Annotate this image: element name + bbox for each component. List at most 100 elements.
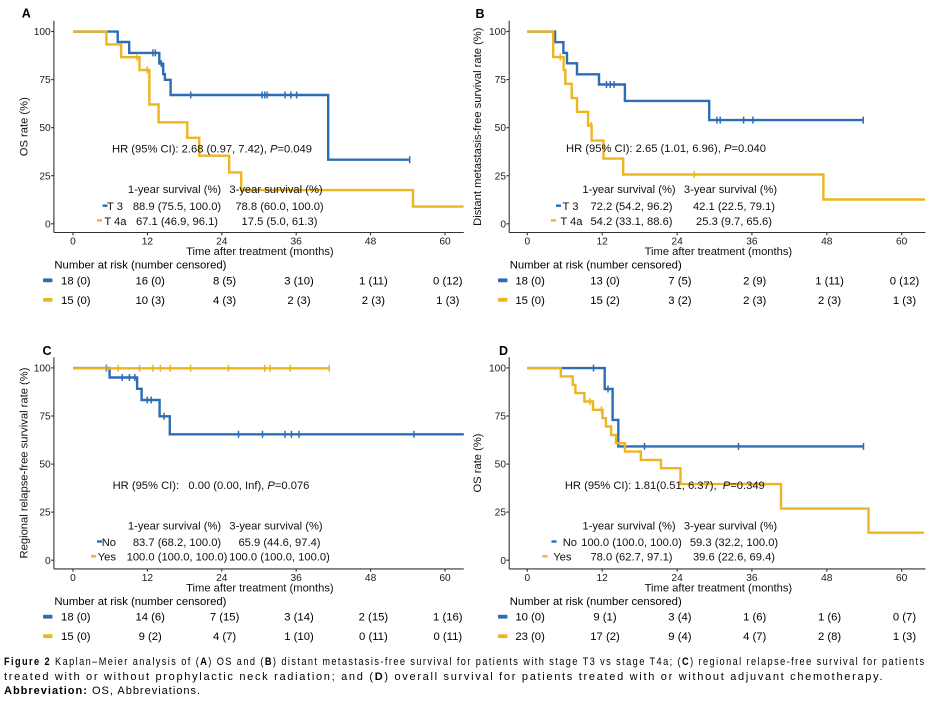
svg-text:1-year survival (%): 1-year survival (%) xyxy=(582,184,676,196)
svg-text:75: 75 xyxy=(495,412,507,423)
svg-text:100.0 (100.0, 100.0): 100.0 (100.0, 100.0) xyxy=(127,552,228,564)
svg-text:Regional relapse-free survival: Regional relapse-free survival rate (%) xyxy=(19,367,31,558)
svg-text:HR (95% CI): 1.81(0.51, 6.37),: HR (95% CI): 1.81(0.51, 6.37), P=0.349 xyxy=(565,480,765,492)
svg-text:17 (2): 17 (2) xyxy=(590,631,620,643)
svg-text:T 3: T 3 xyxy=(563,201,579,213)
svg-text:88.9 (75.5, 100.0): 88.9 (75.5, 100.0) xyxy=(133,201,222,213)
svg-text:1 (3): 1 (3) xyxy=(893,631,916,643)
svg-text:3-year survival (%): 3-year survival (%) xyxy=(684,520,778,532)
svg-text:14 (6): 14 (6) xyxy=(135,612,165,624)
svg-text:3-year survival (%): 3-year survival (%) xyxy=(684,184,778,196)
svg-text:Number at risk (number censore: Number at risk (number censored) xyxy=(54,260,226,272)
svg-text:15 (2): 15 (2) xyxy=(590,295,620,307)
svg-text:T 3: T 3 xyxy=(107,201,123,213)
svg-text:3-year survival (%): 3-year survival (%) xyxy=(229,520,323,532)
svg-text:54.2 (33.1, 88.6): 54.2 (33.1, 88.6) xyxy=(590,216,672,228)
svg-text:Number at risk (number censore: Number at risk (number censored) xyxy=(54,596,226,608)
svg-text:36: 36 xyxy=(746,237,758,248)
svg-text:0: 0 xyxy=(524,573,530,584)
svg-text:0 (12): 0 (12) xyxy=(433,275,463,287)
svg-text:50: 50 xyxy=(39,123,51,134)
svg-text:36: 36 xyxy=(291,237,303,248)
svg-text:0: 0 xyxy=(500,219,506,230)
svg-text:48: 48 xyxy=(365,573,377,584)
svg-text:18 (0): 18 (0) xyxy=(515,275,545,287)
svg-text:4 (7): 4 (7) xyxy=(213,631,236,643)
svg-text:48: 48 xyxy=(821,573,833,584)
svg-text:HR (95% CI): 2.68 (0.97, 7.42): HR (95% CI): 2.68 (0.97, 7.42), P=0.049 xyxy=(112,143,312,155)
svg-text:100: 100 xyxy=(34,27,51,38)
svg-text:OS rate (%): OS rate (%) xyxy=(472,433,484,492)
svg-text:10 (0): 10 (0) xyxy=(515,612,545,624)
svg-text:24: 24 xyxy=(671,237,683,248)
svg-text:Yes: Yes xyxy=(98,552,117,564)
svg-text:9 (2): 9 (2) xyxy=(139,631,162,643)
svg-text:2 (9): 2 (9) xyxy=(743,275,766,287)
svg-text:9 (4): 9 (4) xyxy=(668,631,691,643)
svg-text:17.5 (5.0, 61.3): 17.5 (5.0, 61.3) xyxy=(242,216,318,228)
svg-text:Number at risk (number censore: Number at risk (number censored) xyxy=(510,260,682,272)
svg-text:48: 48 xyxy=(821,237,833,248)
svg-text:100: 100 xyxy=(489,364,506,375)
svg-text:100.0 (100.0, 100.0): 100.0 (100.0, 100.0) xyxy=(581,537,682,549)
svg-text:HR (95% CI): 2.65 (1.01, 6.96): HR (95% CI): 2.65 (1.01, 6.96), P=0.040 xyxy=(566,143,766,155)
svg-text:65.9 (44.6, 97.4): 65.9 (44.6, 97.4) xyxy=(238,537,320,549)
svg-text:Yes: Yes xyxy=(553,552,572,564)
svg-text:24: 24 xyxy=(671,573,683,584)
svg-text:Time after treatment (months): Time after treatment (months) xyxy=(645,583,793,595)
svg-text:0: 0 xyxy=(524,237,530,248)
svg-text:2 (15): 2 (15) xyxy=(359,612,389,624)
svg-text:1 (11): 1 (11) xyxy=(815,275,844,287)
svg-text:1 (16): 1 (16) xyxy=(433,612,463,624)
svg-text:60: 60 xyxy=(439,573,451,584)
svg-text:10 (3): 10 (3) xyxy=(135,295,165,307)
svg-text:100: 100 xyxy=(34,364,51,375)
svg-text:3 (14): 3 (14) xyxy=(284,612,314,624)
svg-text:59.3 (32.2, 100.0): 59.3 (32.2, 100.0) xyxy=(690,537,779,549)
svg-text:12: 12 xyxy=(597,237,609,248)
svg-text:OS rate (%): OS rate (%) xyxy=(19,97,31,156)
svg-text:HR (95% CI): 0.00 (0.00, Inf: HR (95% CI): 0.00 (0.00, Inf), P=0.076 xyxy=(113,480,310,492)
svg-text:50: 50 xyxy=(39,460,51,471)
svg-text:25: 25 xyxy=(495,171,507,182)
svg-text:24: 24 xyxy=(216,237,228,248)
svg-text:0: 0 xyxy=(500,556,506,567)
svg-text:7 (5): 7 (5) xyxy=(668,275,691,287)
svg-text:2 (3): 2 (3) xyxy=(743,295,766,307)
svg-text:100: 100 xyxy=(489,27,506,38)
svg-text:0: 0 xyxy=(70,237,76,248)
svg-text:Distant metastasis-free surviv: Distant metastasis-free survival rate (%… xyxy=(472,27,484,226)
svg-text:9 (1): 9 (1) xyxy=(593,612,616,624)
svg-text:C: C xyxy=(42,344,51,358)
svg-text:A: A xyxy=(22,6,31,20)
svg-text:0: 0 xyxy=(45,556,51,567)
svg-text:24: 24 xyxy=(216,573,228,584)
svg-text:60: 60 xyxy=(439,237,451,248)
svg-text:25: 25 xyxy=(495,508,507,519)
svg-text:18 (0): 18 (0) xyxy=(61,275,91,287)
svg-text:1 (6): 1 (6) xyxy=(743,612,766,624)
svg-text:48: 48 xyxy=(365,237,377,248)
svg-text:13 (0): 13 (0) xyxy=(590,275,620,287)
svg-text:16 (0): 16 (0) xyxy=(135,275,165,287)
svg-text:25: 25 xyxy=(39,508,51,519)
svg-text:T 4a: T 4a xyxy=(560,216,583,228)
svg-text:12: 12 xyxy=(597,573,609,584)
svg-text:75: 75 xyxy=(495,75,507,86)
svg-text:Time after treatment (months): Time after treatment (months) xyxy=(186,246,334,258)
svg-text:B: B xyxy=(475,7,484,21)
svg-text:3 (10): 3 (10) xyxy=(284,275,314,287)
svg-text:78.0 (62.7, 97.1): 78.0 (62.7, 97.1) xyxy=(590,552,672,564)
svg-text:50: 50 xyxy=(495,123,507,134)
svg-text:4 (3): 4 (3) xyxy=(213,295,236,307)
svg-text:4 (7): 4 (7) xyxy=(743,631,766,643)
svg-text:0: 0 xyxy=(70,573,76,584)
svg-text:No: No xyxy=(102,537,116,549)
svg-text:Time after treatment (months): Time after treatment (months) xyxy=(186,583,334,595)
svg-text:18 (0): 18 (0) xyxy=(61,612,91,624)
svg-text:15 (0): 15 (0) xyxy=(61,631,91,643)
svg-text:2 (3): 2 (3) xyxy=(287,295,310,307)
svg-text:39.6 (22.6, 69.4): 39.6 (22.6, 69.4) xyxy=(693,552,775,564)
svg-text:T 4a: T 4a xyxy=(104,216,127,228)
svg-text:25.3 (9.7, 65.6): 25.3 (9.7, 65.6) xyxy=(696,216,772,228)
